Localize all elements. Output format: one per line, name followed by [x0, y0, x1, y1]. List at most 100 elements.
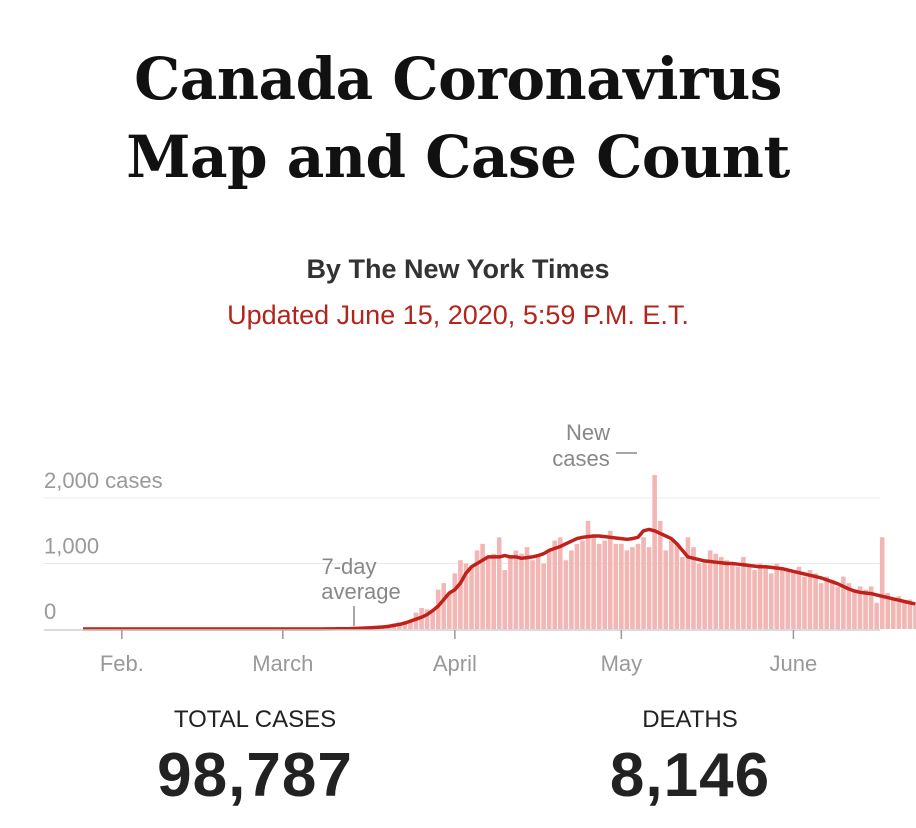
new-cases-bar	[757, 563, 763, 629]
new-cases-bar	[707, 550, 713, 629]
new-cases-bar	[907, 599, 913, 629]
new-cases-bar	[691, 547, 696, 629]
new-cases-bar	[424, 609, 430, 629]
new-cases-bar	[841, 576, 846, 629]
new-cases-bar	[669, 540, 674, 629]
new-cases-bar	[602, 540, 607, 629]
new-cases-bar	[524, 547, 530, 629]
new-cases-bar	[785, 570, 791, 629]
new-cases-bar	[913, 606, 916, 629]
new-cases-bar	[891, 599, 896, 629]
x-tick-label: May	[601, 651, 643, 676]
new-cases-bar	[879, 537, 885, 629]
new-cases-bar	[491, 553, 496, 629]
new-cases-bar	[818, 583, 824, 629]
new-cases-bar	[635, 543, 641, 629]
seven-day-average-line	[83, 527, 916, 631]
new-cases-bar	[574, 543, 580, 629]
deaths-value: 8,146	[609, 741, 771, 810]
updated-timestamp: Updated June 15, 2020, 5:59 P.M. E.T.	[227, 300, 689, 330]
total-cases-value: 98,787	[157, 741, 353, 810]
new-cases-annotation-line1: New	[566, 420, 610, 445]
new-cases-bar	[685, 537, 691, 629]
new-cases-bar	[646, 547, 652, 629]
title-line-2: Map and Case Count	[126, 123, 790, 191]
new-cases-bar	[630, 547, 635, 629]
new-cases-bar	[552, 540, 558, 629]
new-cases-bar	[569, 550, 574, 629]
new-cases-bar	[863, 589, 868, 629]
new-cases-annotation-line2: cases	[552, 446, 609, 471]
new-cases-bar	[619, 543, 624, 629]
new-cases-bar	[674, 543, 680, 629]
new-cases-bar	[580, 540, 585, 629]
new-cases-bar	[408, 620, 413, 629]
x-axis: Feb. March April May June	[44, 629, 880, 676]
new-cases-bar	[680, 556, 685, 629]
new-cases-bar	[585, 520, 591, 629]
new-cases-bar	[596, 543, 602, 629]
page-title: Canada Coronavirus Map and Case Count	[0, 40, 916, 196]
new-cases-bar	[846, 583, 852, 629]
new-cases-bar	[652, 475, 657, 629]
new-cases-bar	[663, 550, 669, 629]
deaths-label: DEATHS	[642, 706, 738, 733]
new-cases-bar	[435, 589, 441, 629]
new-cases-bar	[885, 592, 891, 629]
new-cases-bar	[741, 556, 746, 629]
new-cases-bar	[452, 573, 458, 629]
new-cases-bar	[857, 586, 863, 629]
new-cases-bar	[902, 602, 907, 629]
new-cases-bar	[502, 570, 508, 629]
x-tick-label: June	[770, 651, 818, 676]
new-cases-bar	[558, 537, 563, 629]
new-cases-bar	[735, 566, 741, 629]
new-cases-bar	[713, 553, 718, 629]
new-cases-bar	[813, 573, 818, 629]
y-tick-label: 0	[44, 599, 56, 624]
new-cases-bar	[530, 560, 535, 629]
new-cases-bar	[430, 610, 435, 629]
new-cases-bar	[746, 566, 752, 629]
byline[interactable]: By The New York Times	[306, 254, 610, 284]
average-annotation-line2: average	[321, 579, 401, 604]
new-cases-bar	[469, 566, 474, 629]
new-cases-bar	[868, 586, 874, 629]
new-cases-bar	[718, 556, 724, 629]
x-tick-label: April	[433, 651, 477, 676]
new-cases-bar	[513, 550, 519, 629]
new-cases-bar	[474, 550, 480, 629]
new-cases-bar	[896, 596, 902, 629]
new-cases-bar	[613, 543, 619, 629]
new-cases-bar	[563, 560, 569, 629]
new-cases-bar	[752, 570, 757, 629]
y-tick-label: 2,000 cases	[44, 468, 163, 493]
new-cases-bar	[730, 563, 735, 629]
new-cases-bar	[607, 530, 613, 629]
average-annotation-line1: 7-day	[321, 554, 376, 579]
new-cases-bar	[624, 550, 630, 629]
new-cases-bar	[780, 570, 785, 629]
new-cases-bar	[519, 553, 524, 629]
new-cases-bar	[546, 550, 552, 629]
new-cases-bar	[802, 576, 807, 629]
new-cases-bar	[696, 563, 702, 629]
new-cases-bar	[807, 570, 813, 629]
new-cases-bar	[835, 586, 841, 629]
new-cases-bar	[824, 576, 829, 629]
new-cases-bar	[791, 573, 796, 629]
new-cases-bar	[535, 556, 541, 629]
new-cases-bar	[480, 543, 485, 629]
new-cases-bar	[874, 602, 879, 629]
new-cases-bar	[441, 583, 447, 629]
new-cases-bar	[763, 566, 768, 629]
new-cases-bar	[463, 563, 469, 629]
new-cases-bars	[308, 475, 916, 629]
new-cases-bar	[702, 560, 707, 629]
new-cases-bar	[508, 556, 513, 629]
new-cases-bar	[447, 592, 452, 629]
x-tick-label: Feb.	[100, 651, 144, 676]
new-cases-bar	[829, 579, 835, 629]
